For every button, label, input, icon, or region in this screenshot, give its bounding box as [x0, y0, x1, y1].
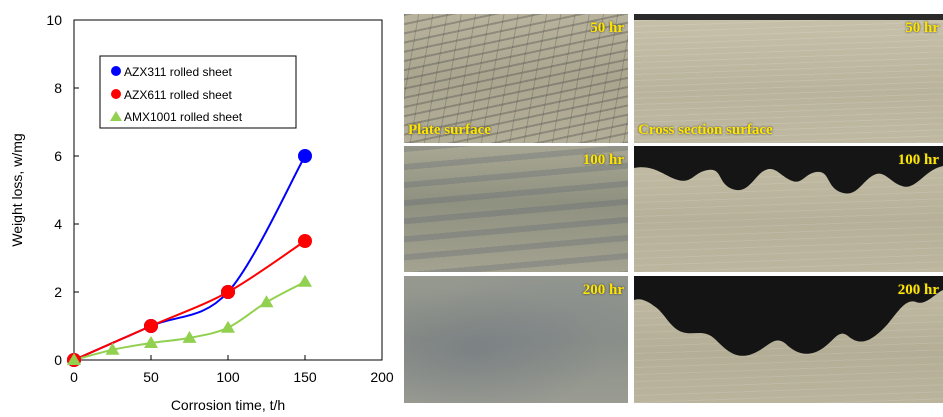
- micrograph-cross-50hr: 50 hr Cross section surface: [634, 14, 943, 143]
- y-tick-label: 0: [54, 352, 62, 368]
- point-amx1001: [182, 330, 197, 343]
- legend-label-azx311: AZX311 rolled sheet: [124, 65, 233, 79]
- y-tick-label: 2: [54, 284, 62, 300]
- plate-surface-label: Plate surface: [408, 122, 491, 138]
- x-tick-label: 0: [70, 369, 78, 385]
- corrosion-pits-100hr: [634, 146, 943, 194]
- point-amx1001: [221, 320, 235, 333]
- y-tick-label: 6: [54, 148, 62, 164]
- point-azx311: [298, 149, 312, 163]
- legend: AZX311 rolled sheet AZX611 rolled sheet …: [99, 55, 297, 129]
- legend-marker-azx311: [111, 66, 121, 76]
- point-azx611: [144, 319, 158, 333]
- time-label-cross-200hr: 200 hr: [897, 282, 939, 298]
- point-azx611: [221, 285, 235, 299]
- x-tick-label: 200: [370, 369, 394, 385]
- legend-label-amx1001: AMX1001 rolled sheet: [124, 110, 243, 124]
- weight-loss-chart: 0 50 100 150 200 0 2 4 6 8 10 Weight loss, w/mg Co…: [9, 12, 394, 413]
- time-label-plate-50hr: 50 hr: [590, 20, 624, 36]
- legend-marker-amx1001: [110, 111, 122, 121]
- point-amx1001: [259, 295, 274, 308]
- micrograph-plate-50hr: 50 hr Plate surface: [404, 14, 628, 143]
- legend-marker-azx611: [111, 89, 121, 99]
- y-tick-label: 4: [54, 216, 62, 232]
- point-amx1001: [298, 274, 312, 287]
- y-tick-label: 8: [54, 80, 62, 96]
- x-axis-label: Corrosion time, t/h: [171, 397, 285, 413]
- micrograph-plate-200hr: 200 hr: [404, 276, 628, 403]
- curve-azx611: [74, 240, 306, 360]
- time-label-plate-100hr: 100 hr: [582, 152, 624, 168]
- point-amx1001: [144, 336, 158, 348]
- cross-section-surface-label: Cross section surface: [638, 122, 773, 138]
- time-label-plate-200hr: 200 hr: [582, 282, 624, 298]
- x-tick-label: 50: [143, 369, 159, 385]
- legend-label-azx611: AZX611 rolled sheet: [124, 88, 233, 102]
- time-label-cross-100hr: 100 hr: [897, 152, 939, 168]
- micrograph-cross-200hr: 200 hr: [634, 276, 943, 403]
- point-amx1001: [105, 342, 120, 355]
- legend-box: [99, 55, 297, 129]
- corrosion-pits-200hr: [634, 276, 943, 356]
- x-tick-label: 150: [293, 369, 317, 385]
- micrograph-cross-100hr: 100 hr: [634, 146, 943, 272]
- point-azx611: [298, 234, 312, 248]
- x-tick-label: 100: [216, 369, 240, 385]
- time-label-cross-50hr: 50 hr: [905, 20, 939, 36]
- point-amx1001: [67, 353, 81, 365]
- y-tick-label: 10: [46, 12, 62, 28]
- y-axis-label: Weight loss, w/mg: [9, 133, 25, 246]
- micrograph-plate-100hr: 100 hr: [404, 146, 628, 272]
